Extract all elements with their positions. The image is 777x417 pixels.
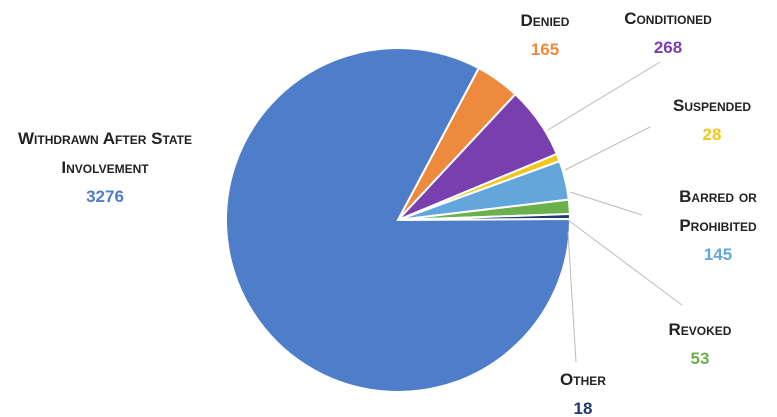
leader-line xyxy=(567,231,577,363)
category-name: Barred or Prohibited xyxy=(679,187,757,235)
slice-label: Denied 165 xyxy=(505,6,585,64)
value-label: 53 xyxy=(690,349,710,368)
slice-label: Other 18 xyxy=(543,365,623,417)
slice-label: Revoked 53 xyxy=(650,315,750,373)
value-label: 145 xyxy=(703,245,733,264)
pie-slice xyxy=(225,47,572,393)
slice-label: Conditioned 268 xyxy=(598,4,738,62)
value-label: 165 xyxy=(530,40,560,59)
category-name: Other xyxy=(560,370,606,389)
slice-label: Suspended 28 xyxy=(652,91,772,149)
leader-line xyxy=(564,126,651,171)
leader-line xyxy=(567,219,683,306)
leader-line xyxy=(569,191,643,216)
slice-label: Barred or Prohibited 145 xyxy=(653,182,777,269)
value-label: 18 xyxy=(573,399,593,417)
category-name: Denied xyxy=(520,11,570,30)
category-name: Conditioned xyxy=(624,9,712,28)
value-label: 268 xyxy=(653,38,683,57)
category-name: Suspended xyxy=(672,96,752,115)
value-label: 3276 xyxy=(86,187,124,206)
leader-line xyxy=(547,61,661,131)
category-name: Withdrawn After State Involvement xyxy=(17,129,192,177)
category-name: Revoked xyxy=(668,320,732,339)
slice-label: Withdrawn After State Involvement 3276 xyxy=(5,124,205,211)
value-label: 28 xyxy=(702,125,722,144)
